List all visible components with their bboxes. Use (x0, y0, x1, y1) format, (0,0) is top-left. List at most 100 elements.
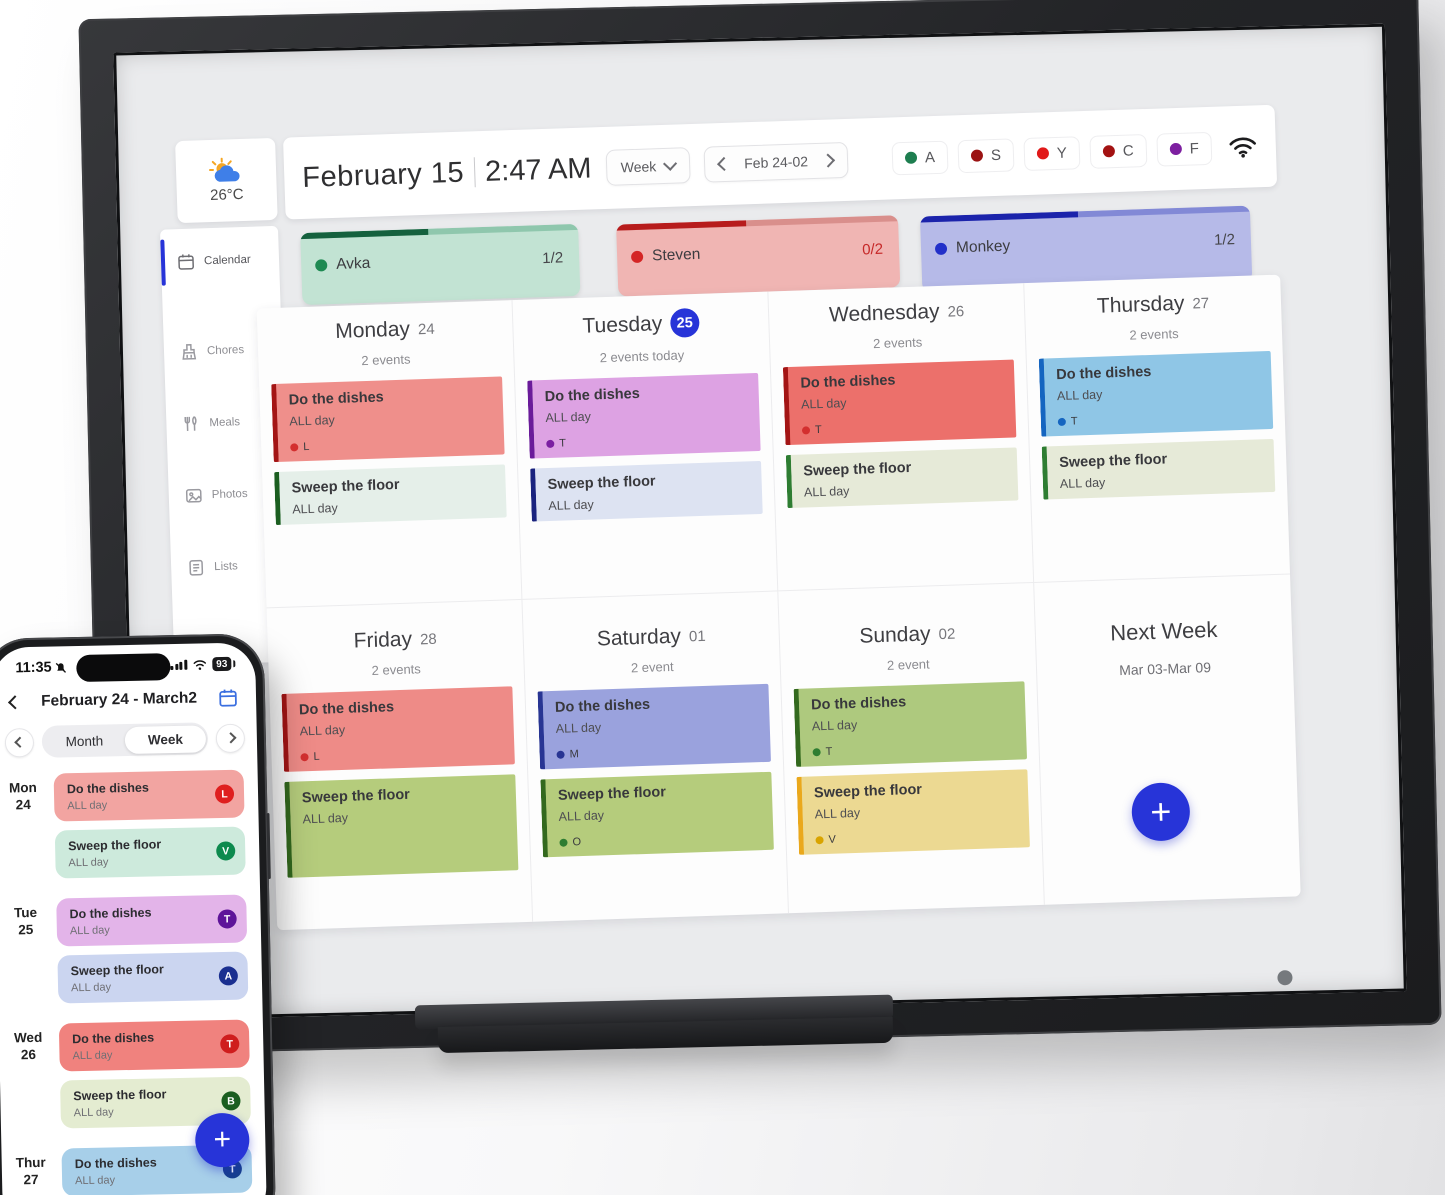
day-event-count: 2 events today (599, 347, 685, 366)
chevron-right-icon[interactable] (820, 153, 836, 168)
sidebar-label: Calendar (203, 253, 251, 268)
today-badge: 25 (669, 307, 700, 338)
calendar-icon[interactable] (218, 688, 238, 708)
assignee-letter: T (559, 437, 567, 450)
prev-week-button[interactable] (4, 727, 35, 758)
smart-calendar-device: 26°C February 15 2:47 AM Week Feb 24-02 (78, 0, 1442, 1056)
event-time: ALL day (548, 497, 594, 514)
event-title: Do the dishes (554, 696, 651, 716)
event-card[interactable]: Do the dishes ALL day M (537, 683, 771, 770)
chevron-down-icon (663, 156, 678, 171)
progress-value: 0/2 (861, 240, 884, 258)
day-group-tue: Tue 25 Do the dishes ALL day T Sweep the … (2, 894, 249, 1005)
header-date: February 15 (301, 156, 465, 194)
sidebar-item-photos[interactable]: Photos (168, 474, 287, 516)
event-title: Do the dishes (72, 1030, 155, 1047)
event-card[interactable]: Do the dishes ALL day T (1038, 350, 1274, 437)
event-assignee: M (556, 742, 758, 761)
assignee-letter: T (1070, 415, 1078, 428)
phone-status-bar: 11:35 93 (0, 642, 255, 677)
toggle-week[interactable]: Week (124, 724, 207, 754)
signal-icon (170, 659, 188, 671)
event-title: Do the dishes (69, 905, 152, 922)
avatar-c[interactable]: C (1089, 133, 1148, 169)
date-range-navigator[interactable]: Feb 24-02 (703, 141, 849, 183)
sidebar-item-chores[interactable]: Chores (163, 330, 282, 372)
event-time: ALL day (545, 409, 592, 426)
avatar-label: C (1122, 141, 1134, 160)
event-card[interactable]: Sweep the floor ALL day (785, 447, 1019, 509)
event-card[interactable]: Do the dishes ALL day T (58, 1019, 250, 1072)
avatar-label: A (924, 148, 936, 166)
event-card[interactable]: Do the dishes ALL day L (271, 376, 505, 463)
avatar-y[interactable]: Y (1023, 135, 1081, 171)
event-card[interactable]: Sweep the floor ALL day O (540, 771, 774, 858)
assignee-dot (815, 836, 824, 845)
event-card[interactable]: Do the dishes ALL day T (793, 681, 1028, 767)
assignee-badge: T (220, 1034, 240, 1054)
calendar-app: 26°C February 15 2:47 AM Week Feb 24-02 (113, 24, 1407, 1021)
assignee-letter: M (569, 748, 579, 761)
assignee-letter: T (814, 423, 822, 437)
assignee-dot (290, 443, 299, 452)
progress-card-steven[interactable]: Steven 0/2 (616, 215, 901, 297)
event-card[interactable]: Sweep the floor ALL day (1041, 438, 1276, 500)
event-card[interactable]: Sweep the floor ALL day V (796, 769, 1030, 855)
event-card[interactable]: Do the dishes ALL day T (56, 894, 248, 947)
sidebar-item-calendar[interactable]: Calendar (160, 239, 279, 286)
sidebar-item-lists[interactable]: Lists (171, 546, 290, 588)
assignee-letter: L (303, 440, 310, 454)
event-time: ALL day (73, 1106, 114, 1120)
member-name: Monkey (955, 237, 1011, 257)
event-time: ALL day (800, 396, 847, 412)
event-title: Do the dishes (544, 385, 641, 406)
event-title: Sweep the floor (73, 1087, 167, 1104)
event-title: Sweep the floor (547, 473, 656, 494)
event-card[interactable]: Sweep the floor ALL day (274, 464, 507, 526)
event-card[interactable]: Sweep the floor ALL day A (57, 951, 249, 1004)
day-column-friday: Friday 28 2 events Do the dishes ALL day… (266, 599, 534, 931)
event-card[interactable]: Sweep the floor ALL day (530, 460, 763, 522)
avatar-dot (970, 149, 984, 162)
sidebar-item-meals[interactable]: Meals (166, 402, 285, 444)
day-name: Tuesday (582, 311, 663, 338)
header-time: 2:47 AM (484, 151, 592, 188)
day-date: 28 (419, 630, 437, 648)
event-time: ALL day (292, 500, 338, 517)
event-assignee: L (300, 745, 502, 764)
progress-card-avka[interactable]: Avka 1/2 (300, 223, 581, 306)
event-time: ALL day (69, 924, 110, 938)
event-card[interactable]: Do the dishes ALL day L (281, 686, 515, 772)
view-selector[interactable]: Week (605, 147, 691, 186)
event-card[interactable]: Do the dishes ALL day L (53, 769, 245, 822)
event-title: Sweep the floor (291, 476, 400, 497)
event-time: ALL day (72, 1049, 113, 1063)
phone-notch (76, 653, 171, 683)
event-card[interactable]: Sweep the floor ALL day (284, 774, 519, 878)
month-week-toggle: Month Week (41, 722, 209, 758)
day-label: Tue (13, 904, 38, 921)
avatar-s[interactable]: S (957, 137, 1015, 173)
plus-icon: + (1149, 790, 1173, 833)
view-selector-label: Week (620, 158, 657, 176)
event-card[interactable]: Do the dishes ALL day T (527, 372, 761, 459)
status-time: 11:35 (15, 659, 52, 677)
toggle-month[interactable]: Month (65, 732, 104, 749)
chevron-left-icon[interactable] (717, 156, 732, 172)
member-name: Avka (335, 254, 371, 273)
day-label: Mon (8, 779, 37, 796)
assignee-letter: L (313, 750, 320, 763)
event-title: Do the dishes (800, 372, 896, 392)
day-date: 01 (688, 627, 706, 645)
event-card[interactable]: Sweep the floor ALL day V (54, 826, 246, 879)
event-title: Do the dishes (1056, 363, 1152, 384)
next-week-button[interactable] (215, 723, 246, 753)
plus-icon: + (213, 1122, 232, 1157)
assignee-dot (556, 750, 565, 759)
event-card[interactable]: Do the dishes ALL day T (782, 359, 1017, 446)
assignee-letter: T (825, 745, 833, 758)
avatar-f[interactable]: F (1156, 131, 1213, 167)
avatar-dot (904, 151, 918, 164)
avatar-a[interactable]: A (891, 140, 949, 175)
progress-value: 1/2 (1213, 230, 1236, 249)
